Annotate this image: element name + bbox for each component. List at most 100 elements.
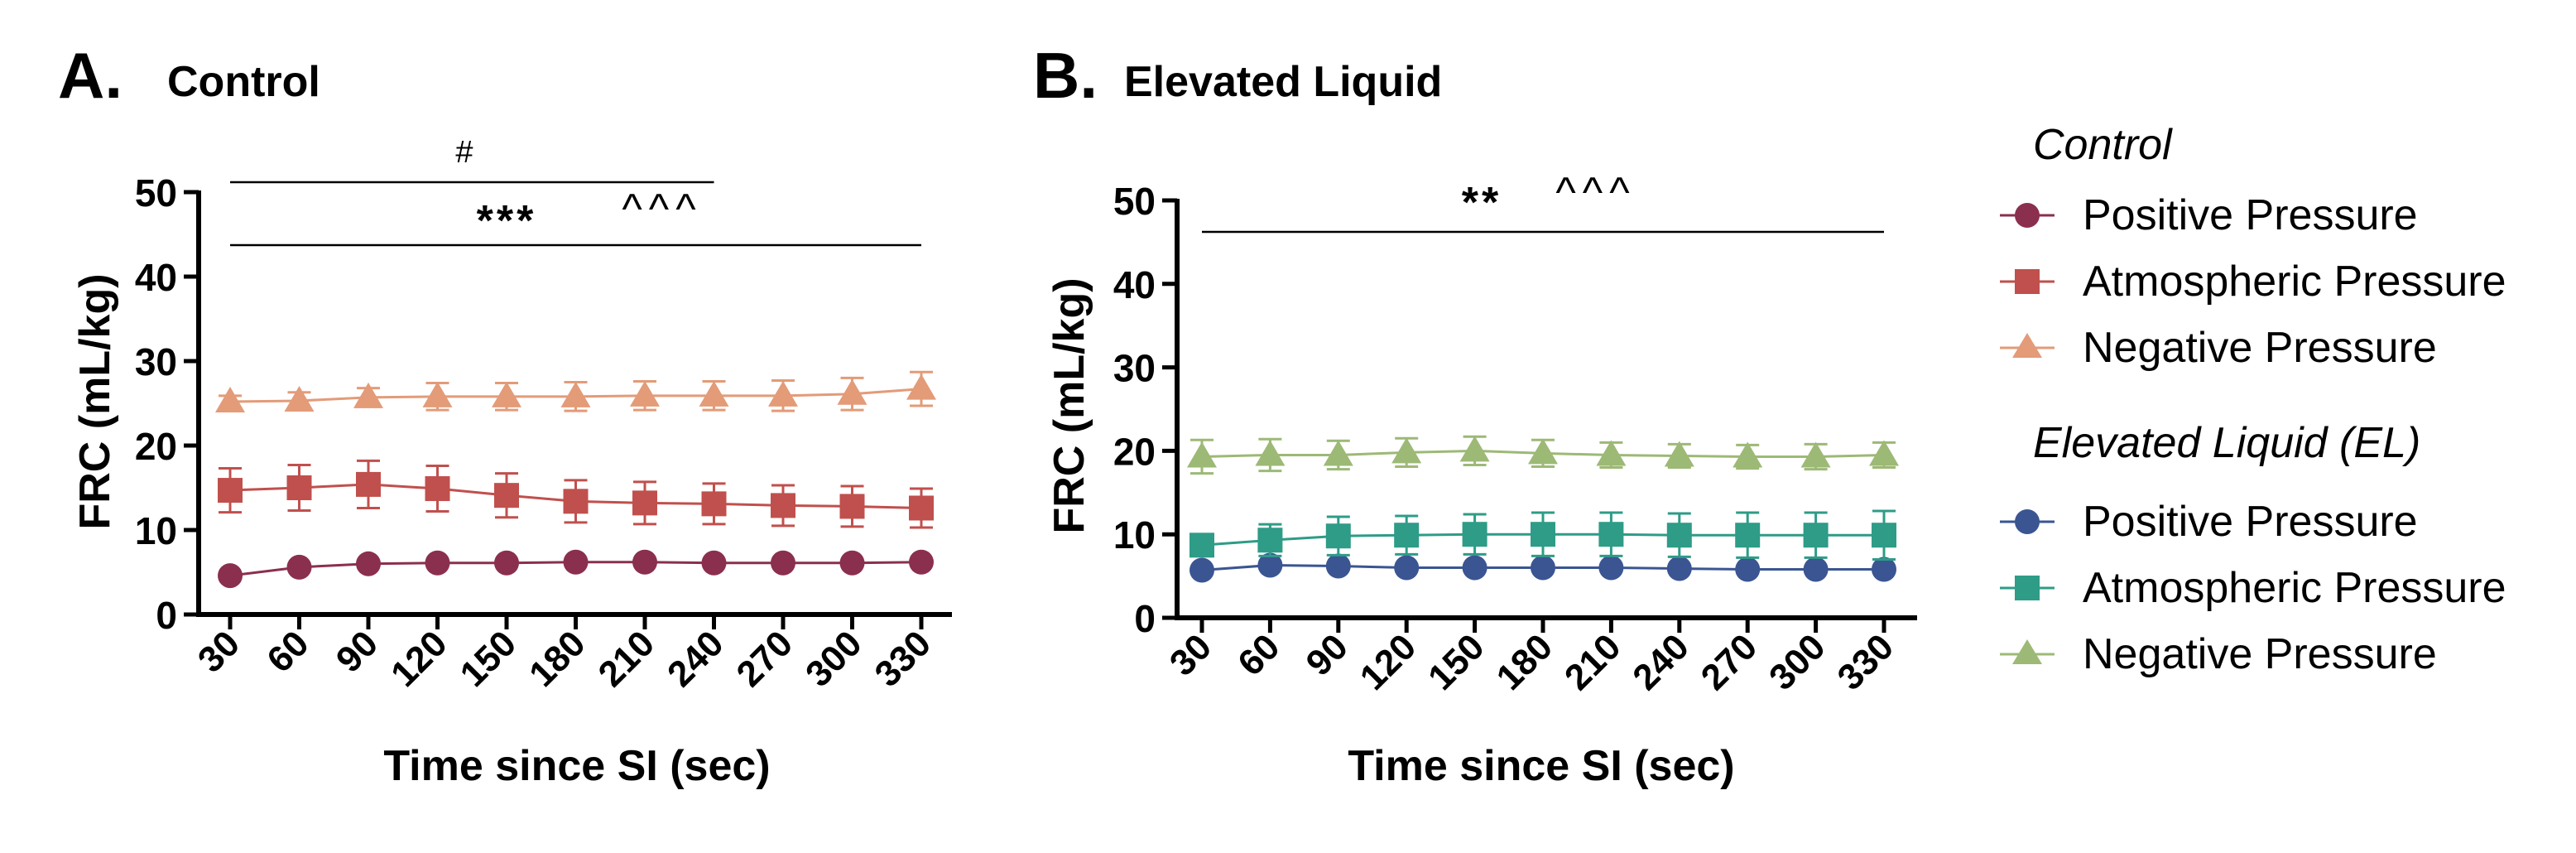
panel-a-x-axis-label: Time since SI (sec)	[383, 742, 770, 790]
panel-b-y-axis-label: FRC (mL/kg)	[1045, 277, 1093, 533]
x-tick-label: 240	[1625, 626, 1697, 698]
legend-item-el-atmospheric: Atmospheric Pressure	[2000, 564, 2506, 612]
data-point-square	[632, 490, 657, 516]
x-tick-label: 150	[453, 623, 525, 695]
legend-group-elevated-liquid: Elevated Liquid (EL)	[2033, 419, 2420, 467]
data-point-circle	[563, 549, 589, 575]
significance-marker: ^^^	[1555, 169, 1636, 217]
y-tick-label: 40	[135, 256, 177, 299]
data-point-circle	[494, 550, 519, 576]
data-point-circle	[356, 551, 381, 576]
x-tick-label: 30	[190, 623, 248, 680]
data-point-triangle	[1596, 440, 1627, 466]
data-point-circle	[1872, 557, 1896, 582]
data-point-triangle	[699, 380, 729, 407]
data-point-circle	[1394, 555, 1420, 581]
legend-item-el-positive: Positive Pressure	[2000, 498, 2418, 546]
data-point-triangle	[1255, 440, 1286, 466]
data-point-circle	[771, 550, 795, 576]
data-point-triangle	[215, 386, 245, 412]
circle-marker-icon	[2015, 509, 2040, 534]
data-point-triangle	[837, 378, 867, 405]
data-point-square	[1735, 523, 1761, 548]
data-point-triangle	[560, 381, 591, 407]
legend-item-el-negative: Negative Pressure	[2000, 630, 2437, 678]
data-point-circle	[1735, 557, 1761, 582]
x-tick-label: 30	[1162, 626, 1219, 683]
data-point-square	[1257, 528, 1283, 553]
data-point-square	[909, 495, 934, 521]
x-tick-label: 90	[329, 623, 386, 680]
square-marker-icon	[2015, 269, 2040, 294]
legend: Control Positive Pressure Atmospheric Pr…	[2000, 121, 2506, 678]
y-tick-label: 10	[1113, 513, 1156, 557]
panel-a-letter: A.	[58, 39, 123, 112]
data-point-triangle	[353, 382, 383, 408]
data-point-circle	[1189, 557, 1214, 583]
circle-marker-icon	[2015, 203, 2040, 228]
data-point-square	[771, 493, 795, 518]
data-point-circle	[1666, 556, 1692, 581]
data-point-triangle	[1391, 437, 1422, 464]
data-point-circle	[701, 550, 727, 576]
panel-a-title: Control	[167, 58, 320, 106]
data-point-square	[425, 476, 450, 502]
y-tick-label: 20	[135, 425, 177, 468]
data-point-square	[839, 494, 865, 519]
data-point-triangle	[1323, 440, 1353, 466]
data-point-square	[494, 483, 519, 508]
square-marker-icon	[2015, 576, 2040, 600]
data-point-square	[1462, 522, 1487, 547]
significance-marker: **	[1462, 179, 1502, 227]
data-point-square	[563, 489, 589, 514]
data-point-triangle	[492, 381, 521, 407]
data-point-square	[218, 478, 243, 504]
data-point-square	[1598, 522, 1624, 547]
data-point-triangle	[630, 380, 660, 407]
triangle-marker-icon	[2012, 333, 2042, 358]
data-point-triangle	[1733, 441, 1763, 468]
panel-a-y-axis-label: FRC (mL/kg)	[71, 273, 119, 529]
data-point-circle	[286, 554, 312, 580]
legend-group-control: Control	[2033, 121, 2173, 169]
data-point-triangle	[1869, 440, 1899, 466]
legend-item-label: Positive Pressure	[2083, 498, 2418, 546]
legend-item-control-positive: Positive Pressure	[2000, 191, 2418, 239]
data-point-circle	[218, 563, 243, 589]
x-tick-label: 180	[521, 623, 594, 695]
data-point-square	[1803, 523, 1829, 548]
x-tick-label: 210	[591, 623, 663, 695]
data-point-triangle	[1528, 438, 1558, 465]
legend-item-label: Negative Pressure	[2083, 324, 2437, 372]
y-tick-label: 0	[156, 594, 177, 637]
data-point-square	[1325, 523, 1351, 549]
data-point-circle	[1257, 552, 1283, 578]
data-point-circle	[1462, 555, 1487, 581]
x-tick-label: 90	[1299, 626, 1356, 683]
legend-item-label: Atmospheric Pressure	[2083, 258, 2506, 306]
panel-b-letter: B.	[1033, 39, 1098, 112]
data-point-circle	[632, 549, 657, 575]
data-point-triangle	[906, 373, 936, 400]
data-point-circle	[909, 549, 934, 575]
data-point-square	[1666, 523, 1692, 548]
data-point-circle	[1531, 555, 1555, 581]
panel-b-x-axis-label: Time since SI (sec)	[1348, 742, 1734, 790]
x-tick-label: 180	[1489, 626, 1561, 698]
y-tick-label: 20	[1113, 430, 1156, 473]
data-point-triangle	[1459, 436, 1490, 462]
data-point-circle	[839, 550, 865, 576]
data-point-square	[1531, 522, 1555, 547]
x-tick-label: 150	[1420, 626, 1492, 698]
data-point-circle	[1598, 555, 1624, 581]
x-tick-label: 300	[1761, 626, 1833, 698]
x-tick-label: 330	[1830, 626, 1902, 698]
legend-item-label: Negative Pressure	[2083, 630, 2437, 678]
legend-item-control-atmospheric: Atmospheric Pressure	[2000, 258, 2506, 306]
data-point-circle	[425, 550, 450, 576]
